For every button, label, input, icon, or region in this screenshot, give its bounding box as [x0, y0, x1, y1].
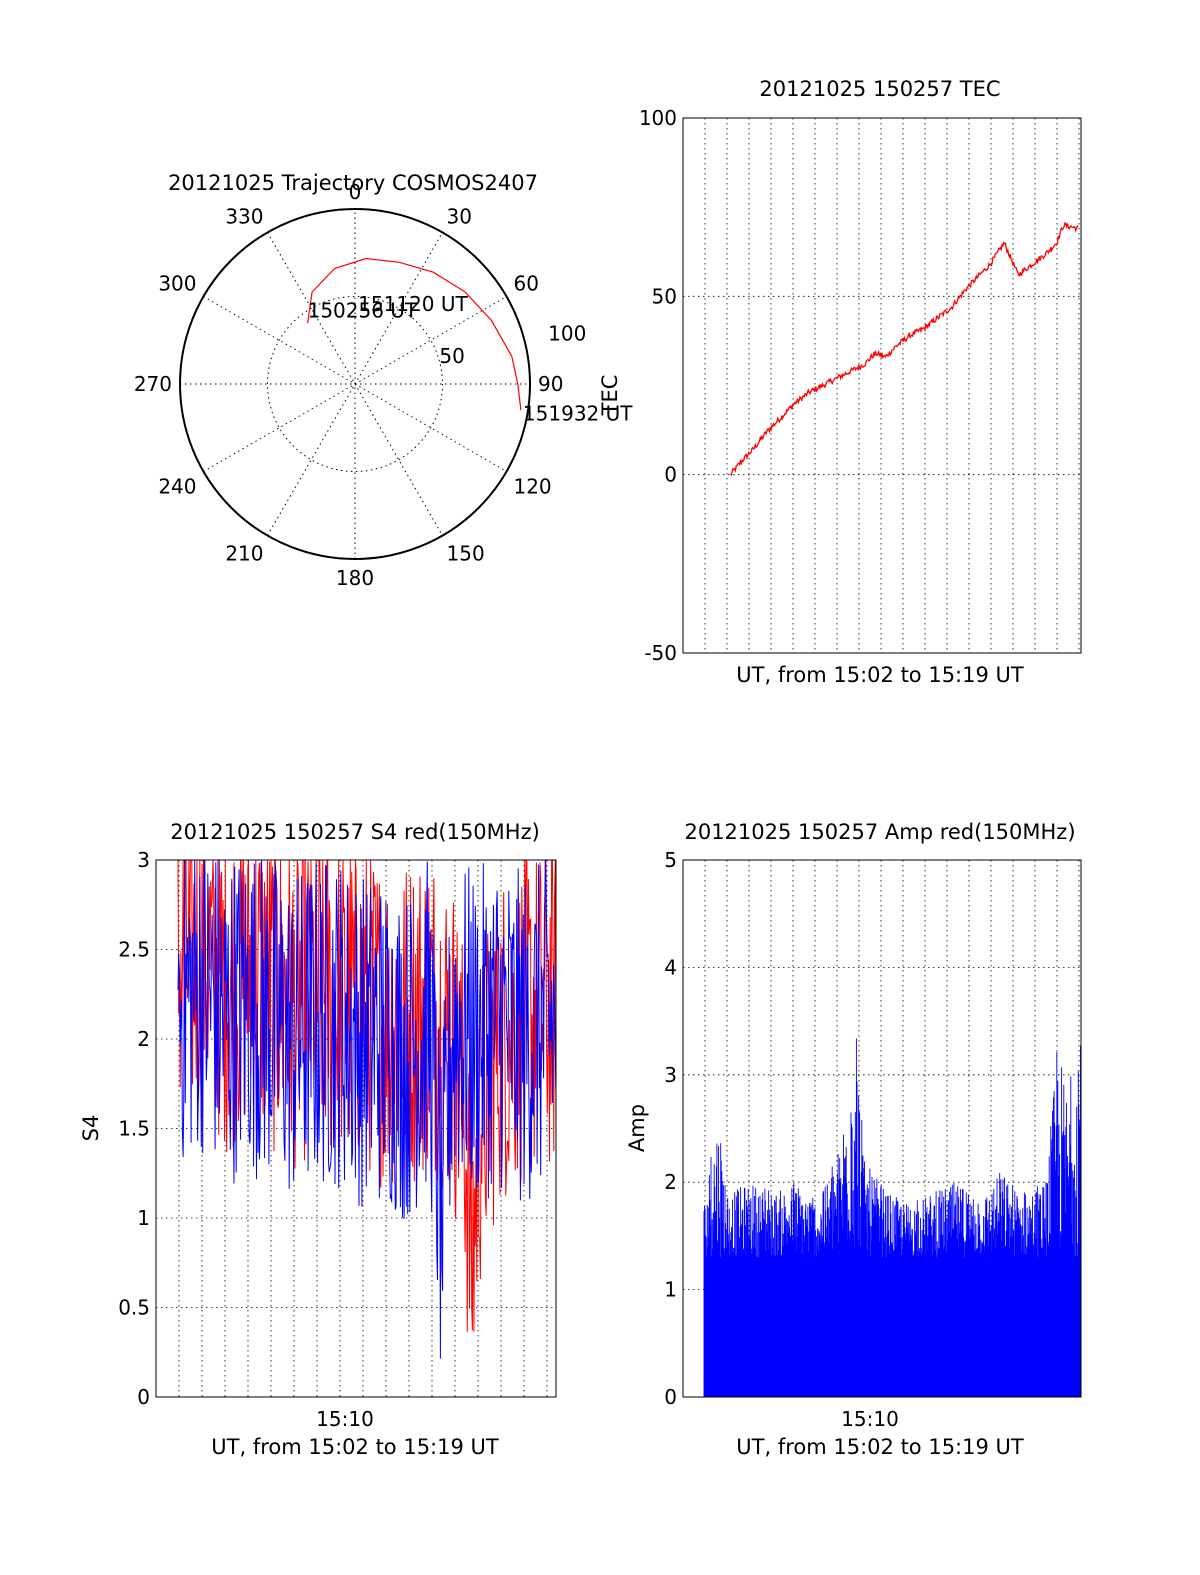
polar-angle-label: 300	[158, 272, 196, 296]
amp-x-tick-label: 15:10	[841, 1407, 899, 1431]
amp-y-tick-label: 1	[664, 1278, 677, 1302]
s4-y-tick-label: 0	[137, 1385, 150, 1409]
amp-y-tick-label: 3	[664, 1063, 677, 1087]
s4-y-tick-label: 3	[137, 848, 150, 872]
radius-label-50: 50	[439, 344, 464, 368]
polar-angle-label: 270	[134, 372, 172, 396]
amp-y-tick-labels: 5 4 3 2 1 0	[664, 848, 677, 1409]
amp-y-tick-label: 5	[664, 848, 677, 872]
tec-title: 20121025 150257 TEC	[759, 77, 1000, 101]
polar-angle-label: 240	[158, 475, 196, 499]
tec-plot-frame	[682, 117, 1082, 654]
tec-y-tick-label: 0	[664, 463, 677, 487]
tec-y-tick-label: 100	[639, 106, 677, 130]
trajectory-start-label: 150256 UT	[308, 298, 418, 322]
tec-panel: 20121025 150257 TEC 100 50 0 -50 TEC UT, fr…	[598, 77, 1082, 687]
tec-grid	[683, 118, 1081, 653]
polar-angle-labels: 0 30 60 90 120 150 180 210 240 270 300 330	[134, 180, 564, 590]
polar-angle-label: 120	[513, 475, 551, 499]
s4-y-label: S4	[79, 1115, 103, 1142]
tec-y-tick-label: 50	[652, 284, 677, 308]
trajectory-path	[307, 257, 522, 411]
trajectory-title: 20121025 Trajectory COSMOS2407	[168, 171, 538, 195]
amp-y-tick-label: 0	[664, 1385, 677, 1409]
polar-angle-label: 330	[225, 205, 263, 229]
tec-y-label: TEC	[598, 375, 622, 417]
amp-y-tick-label: 2	[664, 1170, 677, 1194]
polar-angle-label: 150	[447, 541, 485, 565]
amp-series-spikes	[703, 1038, 1082, 1397]
s4-y-tick-label: 1	[137, 1206, 150, 1230]
polar-angle-label: 90	[538, 372, 563, 396]
s4-x-label: UT, from 15:02 to 15:19 UT	[211, 1435, 499, 1459]
trajectory-end-label: 151932 UT	[523, 401, 633, 425]
amp-panel: 20121025 150257 Amp red(150MHz) 5 4 3 2 1 0 1…	[625, 820, 1082, 1459]
radius-label-100: 100	[548, 321, 586, 345]
amp-x-label: UT, from 15:02 to 15:19 UT	[736, 1435, 1024, 1459]
s4-red-series	[177, 859, 557, 1332]
trajectory-polar-panel: 20121025 Trajectory COSMOS2407 0 30 60 90 12…	[134, 171, 633, 590]
s4-panel: 20121025 150257 S4 red(150MHz) 3 2.5 2 1.5 1…	[79, 820, 557, 1459]
s4-y-tick-label: 2.5	[118, 938, 150, 962]
amp-plot-frame	[682, 859, 1082, 1398]
amp-series-bars	[703, 1038, 1082, 1397]
trajectory-mid-label: 151120 UT	[358, 292, 468, 316]
s4-y-tick-label: 1.5	[118, 1117, 150, 1141]
tec-x-label: UT, from 15:02 to 15:19 UT	[736, 663, 1024, 687]
tec-y-tick-labels: 100 50 0 -50	[639, 106, 677, 665]
s4-y-tick-labels: 3 2.5 2 1.5 1 0.5 0	[118, 848, 150, 1409]
tec-y-tick-label: -50	[644, 641, 677, 665]
s4-plot-frame	[155, 859, 557, 1398]
s4-y-tick-label: 0.5	[118, 1296, 150, 1320]
polar-angle-label: 30	[447, 205, 472, 229]
amp-title: 20121025 150257 Amp red(150MHz)	[684, 820, 1075, 844]
s4-title: 20121025 150257 S4 red(150MHz)	[170, 820, 540, 844]
s4-x-tick-label: 15:10	[316, 1407, 374, 1431]
polar-angle-label: 180	[336, 566, 374, 590]
tec-series-line	[729, 221, 1079, 477]
amp-y-tick-label: 4	[664, 955, 677, 979]
polar-angle-label: 60	[513, 272, 538, 296]
polar-angle-label: 210	[225, 541, 263, 565]
s4-y-tick-label: 2	[137, 1027, 150, 1051]
polar-angle-label: 0	[349, 180, 362, 204]
polar-spoke	[267, 232, 443, 536]
polar-grid	[179, 208, 531, 560]
amp-y-label: Amp	[625, 1104, 649, 1152]
polar-inner-ring	[267, 296, 443, 472]
s4-blue-series	[177, 859, 557, 1359]
